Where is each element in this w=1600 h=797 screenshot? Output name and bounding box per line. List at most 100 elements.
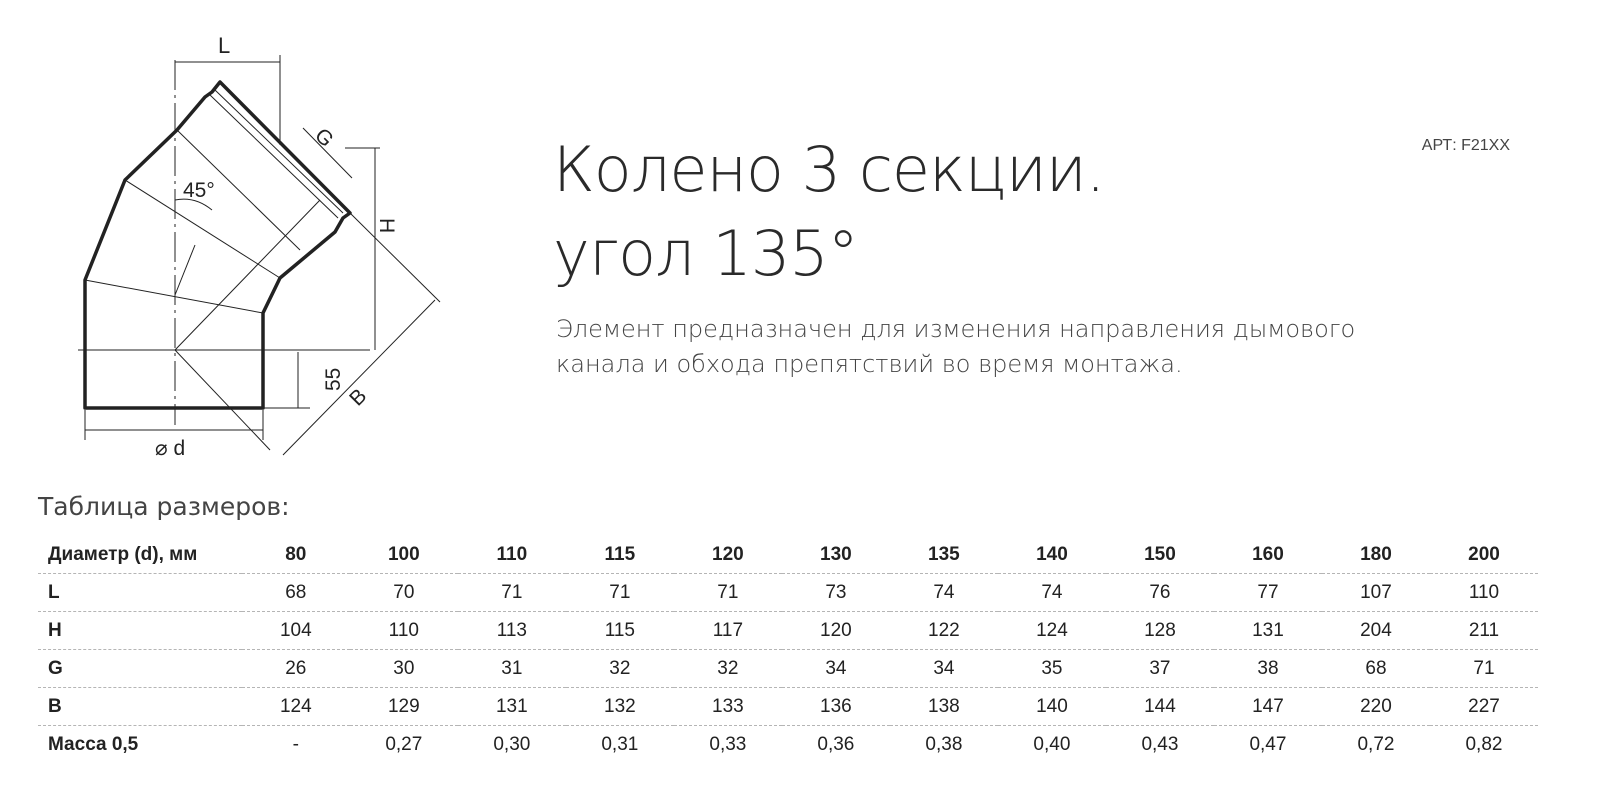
table-row: H 104 110 113 115 117 120 122 124 128 131 204 211 bbox=[38, 611, 1538, 650]
table-cell: 77 bbox=[1213, 573, 1322, 612]
table-cell: 0,36 bbox=[817, 733, 855, 755]
table-cell: 0,27 bbox=[385, 733, 423, 755]
table-cell: 130 bbox=[781, 536, 890, 574]
table-cell: 104 bbox=[241, 611, 350, 650]
table-row: L 68 70 71 71 71 73 74 74 76 77 107 110 bbox=[38, 573, 1538, 612]
table-cell: 124 bbox=[997, 611, 1106, 650]
table-cell: 0,40 bbox=[1033, 733, 1071, 755]
table-cell: 0,38 bbox=[925, 733, 963, 755]
table-cell: 0,30 bbox=[493, 733, 531, 755]
label-L: L bbox=[218, 33, 230, 58]
row-label: L bbox=[38, 573, 242, 612]
table-cell: 211 bbox=[1429, 611, 1538, 650]
table-cell: 110 bbox=[349, 611, 458, 650]
table-cell: 32 bbox=[673, 649, 782, 688]
description-line-1: Элемент предназначен для изменения напра… bbox=[556, 315, 1356, 343]
table-cell: 76 bbox=[1105, 573, 1214, 612]
table-cell: 110 bbox=[1429, 573, 1538, 612]
table-caption: Таблица размеров: bbox=[38, 492, 290, 521]
table-cell: 227 bbox=[1429, 687, 1538, 726]
table-cell: 200 bbox=[1429, 536, 1538, 574]
description-line-2: канала и обхода препятствий во время мон… bbox=[556, 350, 1183, 378]
table-cell: 30 bbox=[349, 649, 458, 688]
table-cell: 110 bbox=[457, 536, 566, 574]
table-cell: 71 bbox=[457, 573, 566, 612]
table-cell: 147 bbox=[1213, 687, 1322, 726]
table-cell: 150 bbox=[1105, 536, 1214, 574]
table-cell: 131 bbox=[1213, 611, 1322, 650]
table-cell: 180 bbox=[1321, 536, 1430, 574]
table-cell: 35 bbox=[997, 649, 1106, 688]
table-cell: 115 bbox=[565, 536, 674, 574]
table-cell: 100 bbox=[349, 536, 458, 574]
elbow-technical-drawing: L G H B 45° 55 ⌀ d bbox=[78, 33, 441, 460]
table-cell: 74 bbox=[997, 573, 1106, 612]
table-cell: 0,33 bbox=[709, 733, 747, 755]
table-cell: 204 bbox=[1321, 611, 1430, 650]
label-diameter: ⌀ d bbox=[155, 437, 185, 460]
title-line-2: угол 135° bbox=[553, 217, 859, 290]
table-cell: 31 bbox=[457, 649, 566, 688]
table-cell: 71 bbox=[565, 573, 674, 612]
table-cell: 135 bbox=[889, 536, 998, 574]
table-cell: 38 bbox=[1213, 649, 1322, 688]
table-cell: 160 bbox=[1213, 536, 1322, 574]
table-cell: 144 bbox=[1105, 687, 1214, 726]
table-cell: 70 bbox=[349, 573, 458, 612]
row-label: G bbox=[38, 649, 242, 688]
table-cell: 0,72 bbox=[1357, 733, 1395, 755]
table-cell: 26 bbox=[241, 649, 350, 688]
table-cell: 131 bbox=[457, 687, 566, 726]
label-G: G bbox=[310, 124, 338, 152]
title-line-1: Колено 3 секции. bbox=[553, 133, 1105, 206]
table-cell: 34 bbox=[781, 649, 890, 688]
table-cell: 0,31 bbox=[601, 733, 639, 755]
table-row: Масса 0,5 - 0,27 0,30 0,31 0,33 0,36 0,38 0,40 0,… bbox=[38, 726, 1538, 764]
table-cell: 71 bbox=[1429, 649, 1538, 688]
table-row: B 124 129 131 132 133 136 138 140 144 147 220 227 bbox=[38, 687, 1538, 726]
label-H: H bbox=[375, 218, 398, 233]
article-number: АРТ: F21XX bbox=[1421, 137, 1510, 154]
table-cell: 0,82 bbox=[1465, 733, 1503, 755]
table-cell: 34 bbox=[889, 649, 998, 688]
table-cell: 68 bbox=[1321, 649, 1430, 688]
table-cell: 0,43 bbox=[1141, 733, 1179, 755]
size-table: Диаметр (d), мм 80 100 110 115 120 130 135 140 15… bbox=[38, 536, 1538, 763]
label-angle: 45° bbox=[183, 179, 215, 202]
table-cell: 73 bbox=[781, 573, 890, 612]
table-cell: 220 bbox=[1321, 687, 1430, 726]
table-cell: 140 bbox=[997, 536, 1106, 574]
table-row: G 26 30 31 32 32 34 34 35 37 38 68 71 bbox=[38, 649, 1538, 688]
table-cell: - bbox=[292, 733, 299, 755]
table-cell: 120 bbox=[781, 611, 890, 650]
table-cell: 140 bbox=[997, 687, 1106, 726]
table-cell: 136 bbox=[781, 687, 890, 726]
table-cell: 68 bbox=[241, 573, 350, 612]
table-cell: 74 bbox=[889, 573, 998, 612]
table-cell: 80 bbox=[241, 536, 350, 574]
table-cell: 129 bbox=[349, 687, 458, 726]
table-cell: 133 bbox=[673, 687, 782, 726]
table-cell: 117 bbox=[673, 611, 782, 650]
table-cell: 128 bbox=[1105, 611, 1214, 650]
product-description: Элемент предназначен для изменения напра… bbox=[556, 312, 1355, 382]
table-cell: 32 bbox=[565, 649, 674, 688]
row-label: Диаметр (d), мм bbox=[38, 536, 242, 574]
table-cell: 71 bbox=[673, 573, 782, 612]
table-cell: 120 bbox=[673, 536, 782, 574]
row-label: H bbox=[38, 611, 242, 650]
table-cell: 115 bbox=[565, 611, 674, 650]
row-label: B bbox=[38, 687, 242, 726]
label-55: 55 bbox=[322, 368, 345, 391]
table-cell: 122 bbox=[889, 611, 998, 650]
page-title: Колено 3 секции. угол 135° bbox=[553, 128, 1105, 296]
table-cell: 124 bbox=[241, 687, 350, 726]
table-cell: 138 bbox=[889, 687, 998, 726]
table-cell: 37 bbox=[1105, 649, 1214, 688]
elbow-outline bbox=[83, 80, 352, 410]
table-cell: 132 bbox=[565, 687, 674, 726]
table-cell: 107 bbox=[1321, 573, 1430, 612]
table-cell: 113 bbox=[457, 611, 566, 650]
table-row: Диаметр (d), мм 80 100 110 115 120 130 135 140 15… bbox=[38, 536, 1538, 574]
table-cell: 0,47 bbox=[1249, 733, 1287, 755]
